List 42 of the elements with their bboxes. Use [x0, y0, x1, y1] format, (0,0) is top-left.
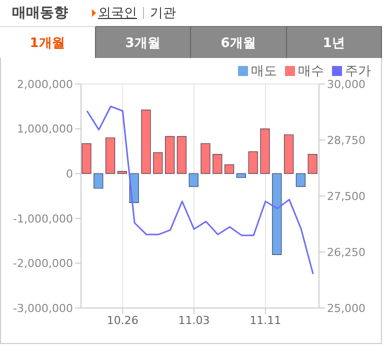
bar: [272, 173, 282, 255]
bar: [153, 152, 163, 174]
bar: [176, 136, 186, 174]
line-series: [86, 106, 314, 275]
y-tick-label: -2,000,000: [13, 257, 73, 270]
bar: [188, 173, 198, 187]
bar: [117, 171, 127, 174]
bar: [94, 173, 104, 189]
legend-label: 주가: [344, 63, 371, 80]
y-tick-label: 0: [66, 168, 73, 181]
y2-tick-label: 26,250: [327, 246, 366, 259]
text: 1개월: [0, 26, 96, 58]
text: 기관: [150, 5, 176, 22]
y2-tick-label: 27,500: [327, 190, 366, 203]
bar: [284, 134, 294, 174]
bar: [224, 164, 234, 174]
bar: [82, 143, 92, 174]
text: 6개월: [191, 26, 286, 58]
bar: [200, 143, 210, 174]
bar: [260, 128, 270, 174]
y2-tick-label: 28,750: [327, 134, 366, 147]
y2-tick-label: 25,000: [327, 302, 366, 315]
bar: [141, 110, 151, 174]
bar: [212, 154, 222, 174]
legend-label: 매수: [297, 63, 324, 80]
y-tick-label: 2,000,000: [17, 78, 73, 91]
x-tick-label: 11.03: [178, 314, 210, 327]
bar: [296, 173, 306, 187]
y-tick-label: -1,000,000: [13, 212, 73, 226]
y-tick-label: -3,000,000: [13, 302, 73, 315]
y-tick-label: 1,000,000: [17, 122, 73, 136]
bar: [106, 137, 116, 174]
bar: [236, 173, 246, 178]
bar: [165, 136, 175, 174]
x-tick-label: 11.11: [250, 314, 282, 327]
bar: [248, 151, 258, 174]
y2-tick-label: 30,000: [327, 78, 366, 91]
legend-label: 매도: [250, 63, 277, 80]
text: 외국인: [98, 5, 137, 22]
x-tick-label: 10.26: [106, 314, 138, 327]
bar: [308, 154, 318, 174]
chart-title: 매매동향: [12, 4, 68, 22]
